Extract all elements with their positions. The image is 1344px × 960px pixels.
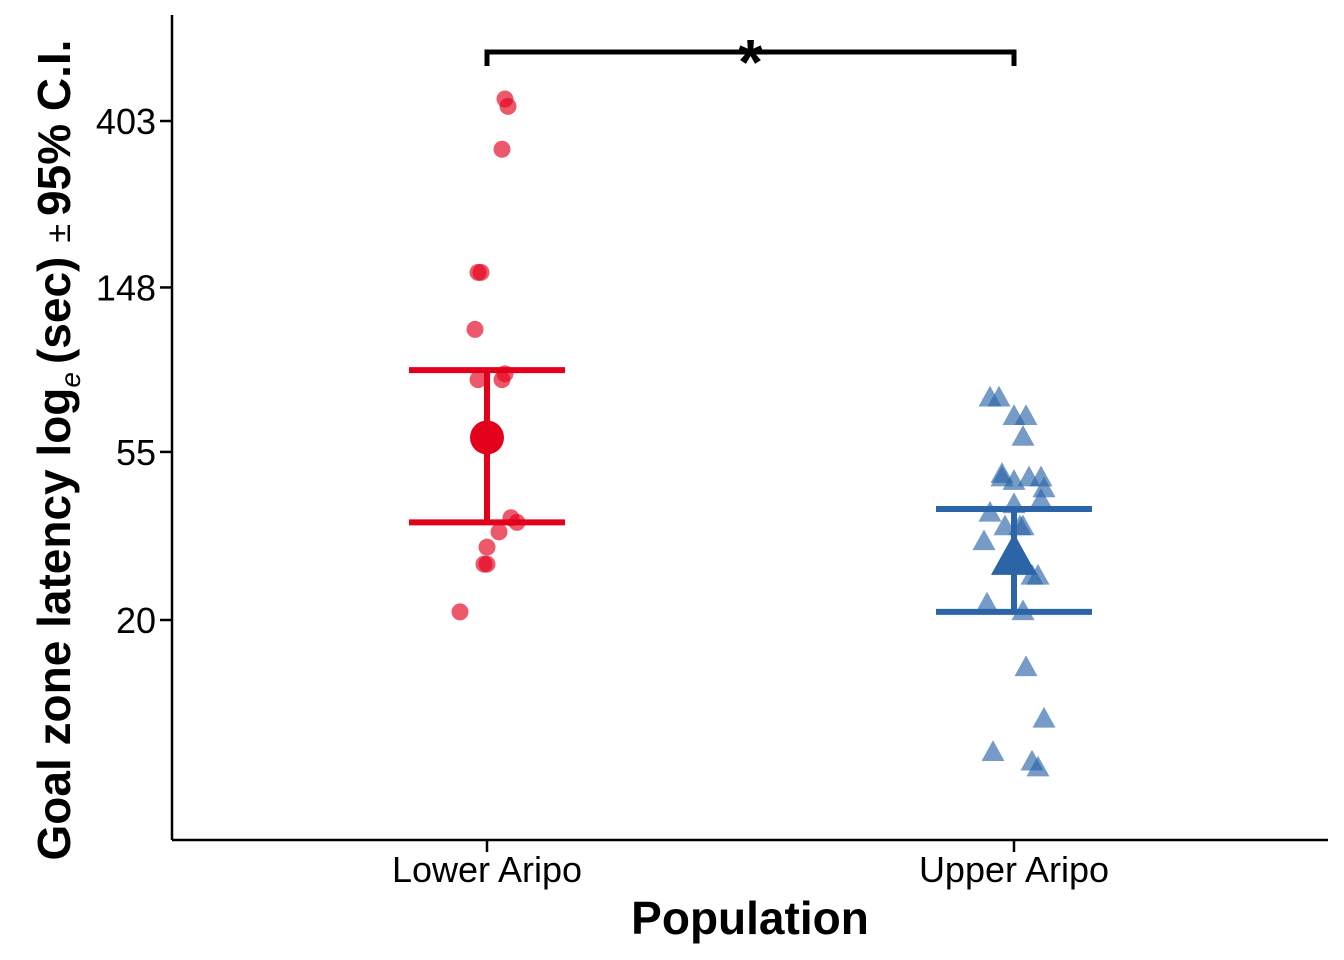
y-axis-title-ci: 95% C.I.	[28, 40, 80, 216]
data-point	[1029, 465, 1053, 487]
data-point	[1026, 563, 1050, 585]
data-point	[493, 140, 511, 158]
y-axis-title-ci-pm: ±	[40, 224, 78, 243]
y-ticks: 20 55 148 403	[96, 101, 172, 641]
mean-marker	[991, 533, 1037, 575]
series-lower-aripo	[409, 90, 565, 621]
y-tick-label: 20	[116, 600, 156, 641]
y-axis-title-subscript: e	[55, 372, 86, 388]
data-point	[499, 97, 517, 115]
data-point	[469, 371, 487, 389]
data-point	[493, 371, 511, 389]
y-tick-label: 403	[96, 101, 156, 142]
data-point	[1032, 476, 1056, 498]
y-axis-title-prefix: Goal zone latency log	[28, 388, 80, 861]
data-point	[478, 538, 496, 556]
y-axis-title: Goal zone latency loge (sec) ±95% C.I.	[28, 40, 86, 861]
data-point	[987, 385, 1011, 407]
axes	[170, 15, 1328, 842]
data-point	[972, 529, 996, 551]
series-upper-aripo	[936, 385, 1092, 777]
data-point	[1026, 755, 1050, 777]
series-layer	[409, 90, 1092, 777]
data-point	[472, 263, 490, 281]
data-point	[1032, 706, 1056, 728]
data-point	[490, 523, 508, 541]
data-point	[993, 514, 1017, 536]
x-ticks: Lower Aripo Upper Aripo	[392, 840, 1109, 890]
data-point	[1002, 469, 1026, 490]
data-point	[1011, 514, 1035, 536]
y-axis-title-unit: (sec)	[28, 257, 80, 364]
x-tick-label: Upper Aripo	[919, 849, 1109, 890]
data-point	[466, 320, 484, 338]
data-point	[981, 740, 1005, 761]
data-point	[478, 555, 496, 573]
data-point	[1014, 655, 1038, 677]
svg-text:Goal zone latency loge(sec)±95: Goal zone latency loge (sec) ±95% C.I.	[28, 40, 86, 861]
y-tick-label: 55	[116, 432, 156, 473]
x-axis-title: Population	[631, 892, 869, 944]
y-tick-label: 148	[96, 267, 156, 308]
significance-star: *	[738, 26, 763, 98]
data-point	[451, 603, 469, 621]
data-point	[1011, 425, 1035, 446]
x-tick-label: Lower Aripo	[392, 849, 582, 890]
significance-bracket: *	[484, 26, 1017, 98]
significance-line	[484, 49, 1017, 66]
data-point	[1014, 404, 1038, 425]
mean-marker	[470, 420, 504, 455]
data-point	[975, 591, 999, 613]
data-point	[1029, 488, 1053, 510]
